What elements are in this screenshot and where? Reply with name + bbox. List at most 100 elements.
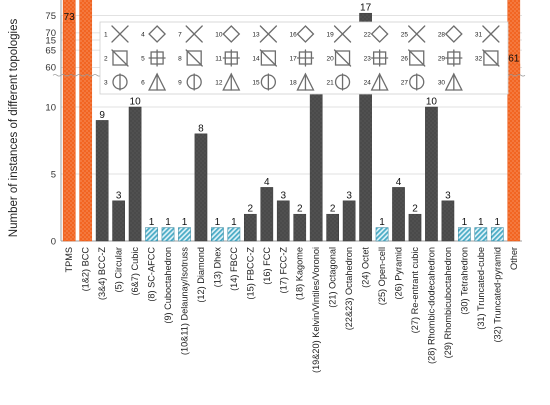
x-tick-label: (14) FBCC bbox=[229, 247, 239, 291]
x-tick-label: (17) FCC-Z bbox=[278, 247, 288, 294]
unit-cell-number: 3 bbox=[104, 80, 108, 87]
bar-value-label: 3 bbox=[116, 190, 122, 201]
unit-cell-number: 24 bbox=[364, 80, 372, 87]
bar-value-label: 10 bbox=[426, 97, 438, 108]
unit-cell-thumbnail: 25 bbox=[401, 25, 426, 43]
bar-value-label: 10 bbox=[130, 97, 142, 108]
x-tick-label: (26) Pyramid bbox=[394, 247, 404, 300]
bar bbox=[458, 227, 471, 242]
x-tick-label: (24) Octet bbox=[361, 247, 371, 288]
bar bbox=[112, 200, 125, 242]
bar-group: 11 bbox=[309, 83, 323, 242]
unit-cell-thumbnail: 16 bbox=[289, 25, 315, 43]
bar bbox=[260, 187, 274, 242]
unit-cell-number: 15 bbox=[252, 80, 260, 87]
y-tick-label: 75 bbox=[45, 11, 56, 22]
lattice-cell-icon bbox=[111, 49, 129, 67]
lattice-cell-icon bbox=[148, 49, 166, 67]
unit-cell-thumbnail: 30 bbox=[438, 72, 463, 91]
bar-group: 3 bbox=[342, 190, 356, 242]
unit-cell-thumbnail: 15 bbox=[252, 73, 277, 91]
bar bbox=[227, 227, 241, 242]
unit-cell-number: 5 bbox=[141, 56, 145, 63]
bar-value-label: 1 bbox=[231, 217, 237, 228]
y-tick-label: 15 bbox=[45, 35, 56, 46]
lattice-cell-icon bbox=[370, 25, 389, 43]
lattice-cell-icon bbox=[260, 73, 277, 91]
lattice-cell-icon bbox=[370, 49, 389, 67]
x-tick-label: (29) Rhombicuboctahedron bbox=[443, 247, 453, 358]
bar-group: 1 bbox=[145, 217, 158, 242]
unit-cell-number: 10 bbox=[215, 32, 223, 39]
bar-value-label: 1 bbox=[495, 217, 501, 228]
x-tick-label: (3&4) BCC-Z bbox=[97, 247, 107, 300]
unit-cell-number: 22 bbox=[364, 32, 372, 39]
bar bbox=[276, 200, 290, 242]
y-tick-label: 65 bbox=[45, 45, 56, 56]
bar bbox=[145, 227, 158, 242]
unit-cell-number: 8 bbox=[178, 56, 182, 63]
x-tick-label: (28) Rhombic-dodecahedron bbox=[426, 247, 436, 364]
unit-cell-thumbnail: 29 bbox=[438, 49, 463, 67]
x-tick-label: (8) SC-AFCC bbox=[147, 247, 157, 302]
bar-group: 61 bbox=[507, 0, 521, 242]
bar-value-label: 3 bbox=[445, 190, 451, 201]
unit-cell-thumbnail: 26 bbox=[401, 49, 426, 67]
bar bbox=[161, 227, 175, 242]
lattice-cell-icon bbox=[445, 49, 463, 67]
lattice-cell-icon bbox=[111, 25, 129, 43]
bar bbox=[194, 133, 208, 242]
unit-cell-number: 26 bbox=[401, 56, 409, 63]
unit-cell-thumbnail: 32 bbox=[475, 49, 500, 67]
x-tick-label: Other bbox=[509, 247, 519, 270]
unit-cell-thumbnail: 19 bbox=[327, 25, 352, 43]
bar bbox=[408, 213, 422, 242]
bar bbox=[474, 227, 488, 242]
bar-group: 2 bbox=[293, 204, 307, 242]
bar-group: 22 bbox=[79, 0, 93, 242]
lattice-cell-icon bbox=[444, 25, 463, 43]
unit-cell-thumbnail: 3 bbox=[104, 73, 128, 91]
lattice-cell-icon bbox=[186, 73, 202, 91]
bar-value-label: 4 bbox=[396, 177, 402, 188]
x-tick-label: (18) Kagome bbox=[295, 247, 305, 300]
unit-cell-thumbnail: 22 bbox=[364, 25, 389, 43]
bar-group: 3 bbox=[276, 190, 290, 242]
bar-group: 1 bbox=[227, 217, 241, 242]
lattice-cell-icon bbox=[222, 49, 240, 67]
lattice-cell-icon bbox=[409, 73, 425, 91]
unit-cell-number: 31 bbox=[475, 32, 483, 39]
unit-cell-number: 4 bbox=[141, 32, 145, 39]
bar bbox=[375, 227, 389, 242]
bar-value-label: 1 bbox=[215, 217, 221, 228]
bar bbox=[441, 200, 455, 242]
bar bbox=[342, 200, 356, 242]
unit-cell-number: 9 bbox=[178, 80, 182, 87]
unit-cell-number: 1 bbox=[104, 32, 108, 39]
unit-cell-number: 13 bbox=[252, 32, 260, 39]
bar-group: 1 bbox=[211, 217, 224, 242]
bar-group: 4 bbox=[392, 177, 405, 242]
x-tick-label: TPMS bbox=[64, 247, 74, 273]
unit-cell-number: 23 bbox=[364, 56, 372, 63]
unit-cell-number: 17 bbox=[289, 56, 297, 63]
unit-cell-thumbnail: 24 bbox=[364, 72, 389, 91]
unit-cell-thumbnail: 21 bbox=[327, 73, 351, 91]
lattice-cell-icon bbox=[185, 49, 203, 67]
x-tick-label: (22&23) Octahedron bbox=[344, 247, 354, 330]
x-tick-label: (16) FCC bbox=[262, 247, 272, 285]
lattice-cell-icon bbox=[148, 72, 167, 91]
bar-group: 4 bbox=[260, 177, 274, 242]
unit-cell-thumbnail: 7 bbox=[178, 25, 203, 43]
bar-group: 3 bbox=[441, 190, 455, 242]
x-tick-label: (1&2) BCC bbox=[81, 247, 91, 292]
bar-group: 1 bbox=[474, 217, 488, 242]
bar-value-label: 8 bbox=[198, 123, 204, 134]
bar-value-label: 1 bbox=[379, 217, 385, 228]
y-tick-label: 10 bbox=[45, 102, 56, 113]
bar-group: 1 bbox=[178, 217, 191, 242]
bar-group: 10 bbox=[425, 97, 438, 242]
unit-cell-number: 29 bbox=[438, 56, 446, 63]
unit-cell-thumbnail: 27 bbox=[401, 73, 425, 91]
